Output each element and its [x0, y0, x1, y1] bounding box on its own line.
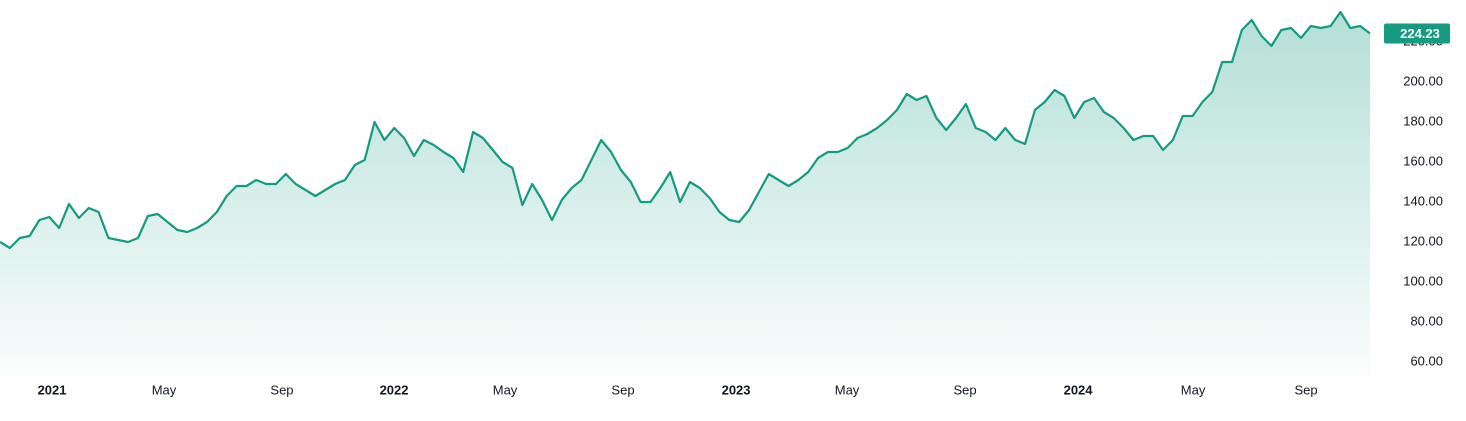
x-tick-label: 2021 — [38, 382, 67, 397]
y-tick-label: 100.00 — [1403, 273, 1443, 288]
x-tick-label: Sep — [611, 382, 634, 397]
x-tick-label: Sep — [1294, 382, 1317, 397]
x-tick-label: May — [835, 382, 860, 397]
x-tick-label: Sep — [953, 382, 976, 397]
y-tick-label: 120.00 — [1403, 233, 1443, 248]
last-price-label: 224.23 — [1400, 26, 1440, 41]
x-tick-label: May — [152, 382, 177, 397]
price-line — [0, 10, 1371, 250]
x-tick-label: 2022 — [380, 382, 409, 397]
x-tick-label: Sep — [270, 382, 293, 397]
x-tick-label: 2023 — [722, 382, 751, 397]
x-tick-label: May — [1181, 382, 1206, 397]
y-tick-label: 200.00 — [1403, 73, 1443, 88]
x-tick-label: May — [493, 382, 518, 397]
x-tick-label: 2024 — [1064, 382, 1094, 397]
y-tick-label: 80.00 — [1410, 313, 1443, 328]
last-price-badge — [1384, 23, 1450, 44]
y-tick-label: 160.00 — [1403, 153, 1443, 168]
y-tick-label: 60.00 — [1410, 353, 1443, 368]
y-tick-label: 140.00 — [1403, 193, 1443, 208]
y-tick-label: 180.00 — [1403, 113, 1443, 128]
